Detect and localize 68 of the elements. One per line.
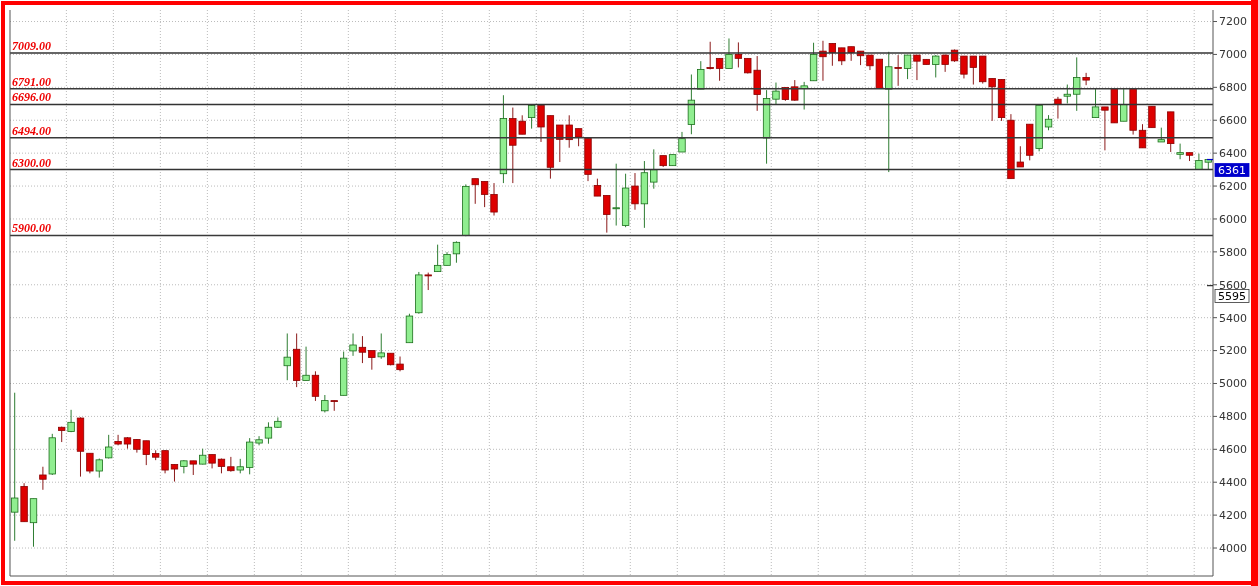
candlestick: [227, 456, 235, 473]
candlestick: [1176, 143, 1184, 160]
y-tick-label: 5000: [1219, 377, 1247, 391]
ref-line-label: 5900.00: [12, 221, 51, 236]
candlestick: [452, 240, 461, 264]
candlestick: [894, 54, 902, 87]
candlestick: [1082, 72, 1090, 86]
candlestick: [264, 421, 273, 445]
y-tick-label: 6200: [1219, 179, 1247, 193]
candlestick: [349, 332, 357, 357]
y-tick-label: 6000: [1219, 212, 1247, 226]
text: 6361: [1218, 163, 1246, 177]
y-tick-label: 5800: [1219, 245, 1247, 259]
y-tick-label: 5200: [1219, 344, 1247, 358]
candlestick: [537, 105, 545, 143]
candlestick: [697, 60, 705, 90]
candlestick: [330, 400, 338, 412]
y-tick-label: 4200: [1219, 508, 1247, 522]
text: 5595: [1218, 289, 1246, 303]
candlestick: [471, 178, 479, 205]
candlestick: [725, 37, 733, 69]
candlestick: [1138, 123, 1147, 149]
candlestick: [368, 350, 376, 371]
candlestick: [86, 452, 94, 474]
ref-line-label: 7009.00: [12, 38, 51, 53]
candlestick: [603, 194, 611, 234]
y-tick-label: 6800: [1219, 81, 1247, 95]
candlestick: [527, 104, 536, 130]
y-tick-label: 4000: [1219, 541, 1247, 555]
candlestick: [885, 51, 893, 173]
candlestick: [631, 172, 639, 211]
candlestick: [11, 392, 19, 542]
y-tick-label: 4400: [1219, 476, 1247, 490]
candlestick: [1091, 87, 1100, 119]
candlestick: [39, 466, 47, 491]
y-tick-label: 4800: [1219, 410, 1247, 424]
candlestick: [1073, 56, 1081, 112]
candlestick: [903, 54, 912, 80]
candlestick: [114, 434, 122, 446]
candlestick: [311, 370, 320, 402]
candlestick: [612, 163, 620, 227]
candlestick: [377, 332, 385, 360]
ref-line-label: 6791.00: [12, 74, 51, 89]
candlestick: [105, 434, 113, 460]
ref-line-label: 6494.00: [12, 123, 51, 138]
candlestick: [302, 346, 310, 382]
candlestick: [1120, 87, 1128, 122]
y-tick-label: 5400: [1219, 311, 1247, 325]
candlestick: [180, 459, 188, 474]
y-tick-label: 5600: [1219, 278, 1247, 292]
candlestick: [358, 335, 367, 364]
candlestick: [734, 41, 743, 68]
y-tick-label: 7200: [1219, 15, 1247, 29]
ref-line-label: 6300.00: [12, 155, 51, 170]
candlestick: [1063, 84, 1071, 104]
candlestick: [715, 57, 724, 82]
candlestick: [1148, 105, 1156, 129]
y-tick-label: 6600: [1219, 114, 1247, 128]
candlestick: [932, 54, 940, 78]
ref-line-label: 6696.00: [12, 90, 51, 105]
y-tick-label: 4600: [1219, 443, 1247, 457]
candlestick: [650, 148, 658, 190]
y-tick-label: 7000: [1219, 48, 1247, 62]
y-tick-label: 6400: [1219, 147, 1247, 160]
candlestick: [772, 82, 780, 105]
candlestick: [678, 131, 686, 153]
candlestick: [706, 41, 714, 70]
candlestick: [283, 332, 291, 381]
